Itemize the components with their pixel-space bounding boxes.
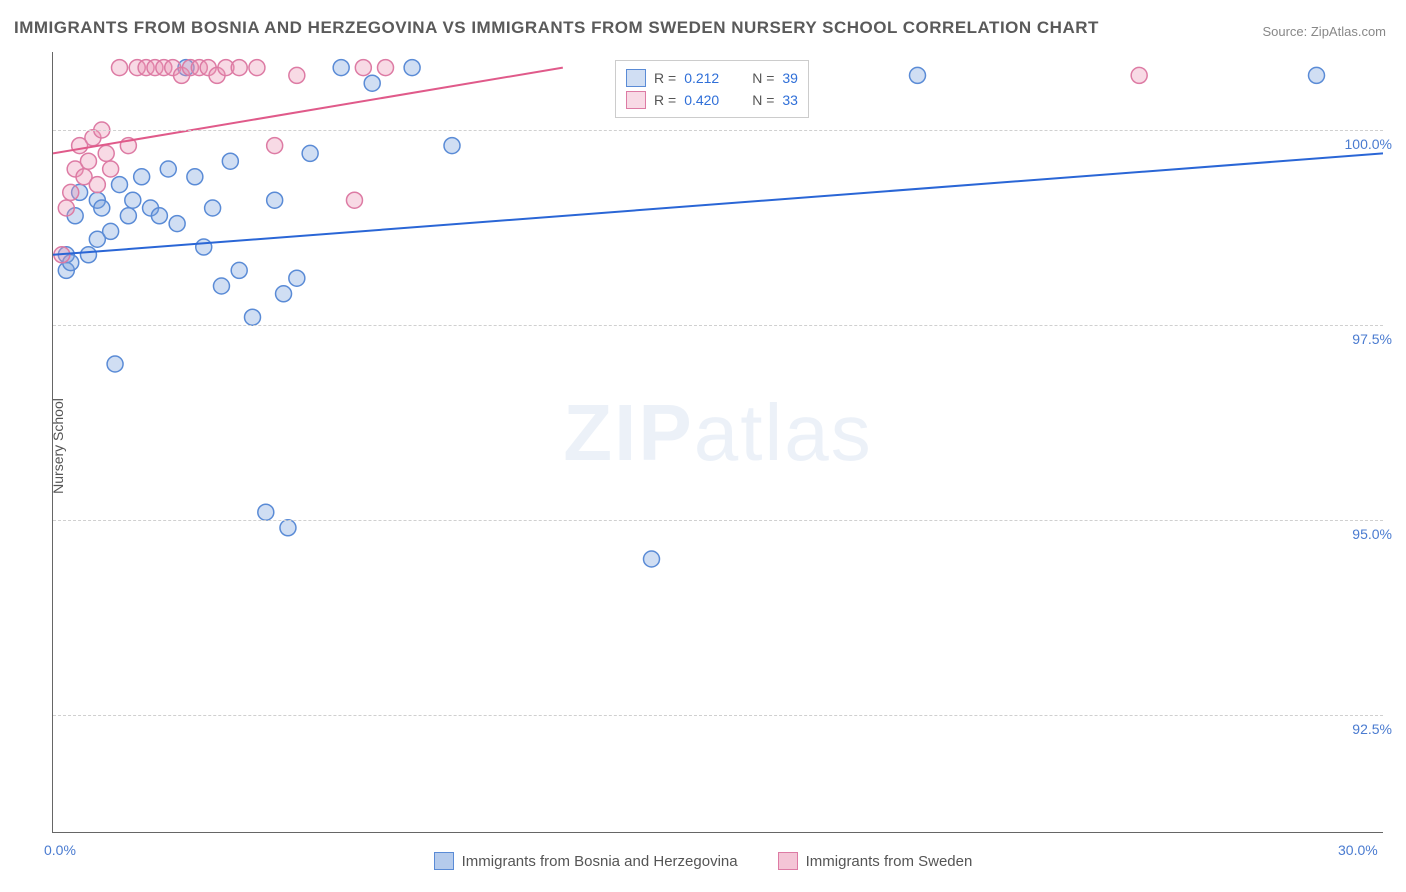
- legend-n-value: 33: [782, 92, 798, 108]
- scatter-point: [364, 75, 380, 91]
- plot-area: ZIPatlas: [52, 52, 1383, 833]
- gridline: [53, 130, 1383, 131]
- x-tick-label: 30.0%: [1338, 842, 1378, 858]
- scatter-point: [80, 153, 96, 169]
- scatter-point: [169, 216, 185, 232]
- legend-r-label: R =: [654, 92, 676, 108]
- scatter-point: [103, 161, 119, 177]
- gridline: [53, 325, 1383, 326]
- bottom-legend-label: Immigrants from Bosnia and Herzegovina: [462, 853, 738, 870]
- scatter-point: [346, 192, 362, 208]
- source-label: Source: ZipAtlas.com: [1262, 24, 1386, 39]
- scatter-point: [94, 200, 110, 216]
- scatter-point: [355, 60, 371, 76]
- scatter-point: [98, 145, 114, 161]
- scatter-point: [258, 504, 274, 520]
- gridline: [53, 715, 1383, 716]
- scatter-point: [205, 200, 221, 216]
- bottom-legend: Immigrants from Bosnia and Herzegovina Im…: [0, 852, 1406, 870]
- scatter-point: [910, 67, 926, 83]
- scatter-point: [213, 278, 229, 294]
- scatter-point: [196, 239, 212, 255]
- y-tick-label: 100.0%: [1345, 136, 1392, 152]
- bottom-legend-item: Immigrants from Bosnia and Herzegovina: [434, 852, 738, 870]
- scatter-point: [134, 169, 150, 185]
- scatter-point: [103, 223, 119, 239]
- scatter-point: [120, 208, 136, 224]
- scatter-point: [1309, 67, 1325, 83]
- y-tick-label: 97.5%: [1352, 331, 1392, 347]
- stats-legend: R = 0.212 N = 39 R = 0.420 N = 33: [615, 60, 809, 118]
- scatter-point: [333, 60, 349, 76]
- scatter-point: [302, 145, 318, 161]
- trend-line: [53, 68, 563, 154]
- scatter-point: [160, 161, 176, 177]
- scatter-point: [249, 60, 265, 76]
- legend-n-label: N =: [752, 70, 774, 86]
- scatter-point: [107, 356, 123, 372]
- y-tick-label: 92.5%: [1352, 721, 1392, 737]
- gridline: [53, 520, 1383, 521]
- scatter-point: [112, 60, 128, 76]
- scatter-point: [58, 200, 74, 216]
- legend-r-label: R =: [654, 70, 676, 86]
- scatter-point: [245, 309, 261, 325]
- scatter-point: [151, 208, 167, 224]
- x-tick-label: 0.0%: [44, 842, 76, 858]
- y-tick-label: 95.0%: [1352, 526, 1392, 542]
- legend-n-value: 39: [782, 70, 798, 86]
- scatter-point: [187, 169, 203, 185]
- legend-swatch: [626, 91, 646, 109]
- stats-legend-row: R = 0.420 N = 33: [626, 89, 798, 111]
- scatter-point: [280, 520, 296, 536]
- scatter-point: [444, 138, 460, 154]
- scatter-point: [404, 60, 420, 76]
- scatter-point: [222, 153, 238, 169]
- scatter-point: [644, 551, 660, 567]
- chart-title: IMMIGRANTS FROM BOSNIA AND HERZEGOVINA V…: [14, 18, 1099, 38]
- scatter-point: [378, 60, 394, 76]
- bottom-legend-item: Immigrants from Sweden: [778, 852, 973, 870]
- scatter-point: [289, 270, 305, 286]
- trend-line: [53, 153, 1383, 254]
- scatter-point: [1131, 67, 1147, 83]
- scatter-point: [125, 192, 141, 208]
- legend-swatch: [434, 852, 454, 870]
- legend-n-label: N =: [752, 92, 774, 108]
- scatter-point: [231, 262, 247, 278]
- legend-swatch: [778, 852, 798, 870]
- scatter-point: [80, 247, 96, 263]
- scatter-point: [112, 177, 128, 193]
- scatter-point: [289, 67, 305, 83]
- stats-legend-row: R = 0.212 N = 39: [626, 67, 798, 89]
- scatter-point: [231, 60, 247, 76]
- scatter-point: [89, 177, 105, 193]
- bottom-legend-label: Immigrants from Sweden: [806, 853, 973, 870]
- legend-swatch: [626, 69, 646, 87]
- scatter-point: [267, 138, 283, 154]
- legend-r-value: 0.420: [684, 92, 734, 108]
- scatter-point: [63, 184, 79, 200]
- scatter-point: [267, 192, 283, 208]
- legend-r-value: 0.212: [684, 70, 734, 86]
- scatter-point: [276, 286, 292, 302]
